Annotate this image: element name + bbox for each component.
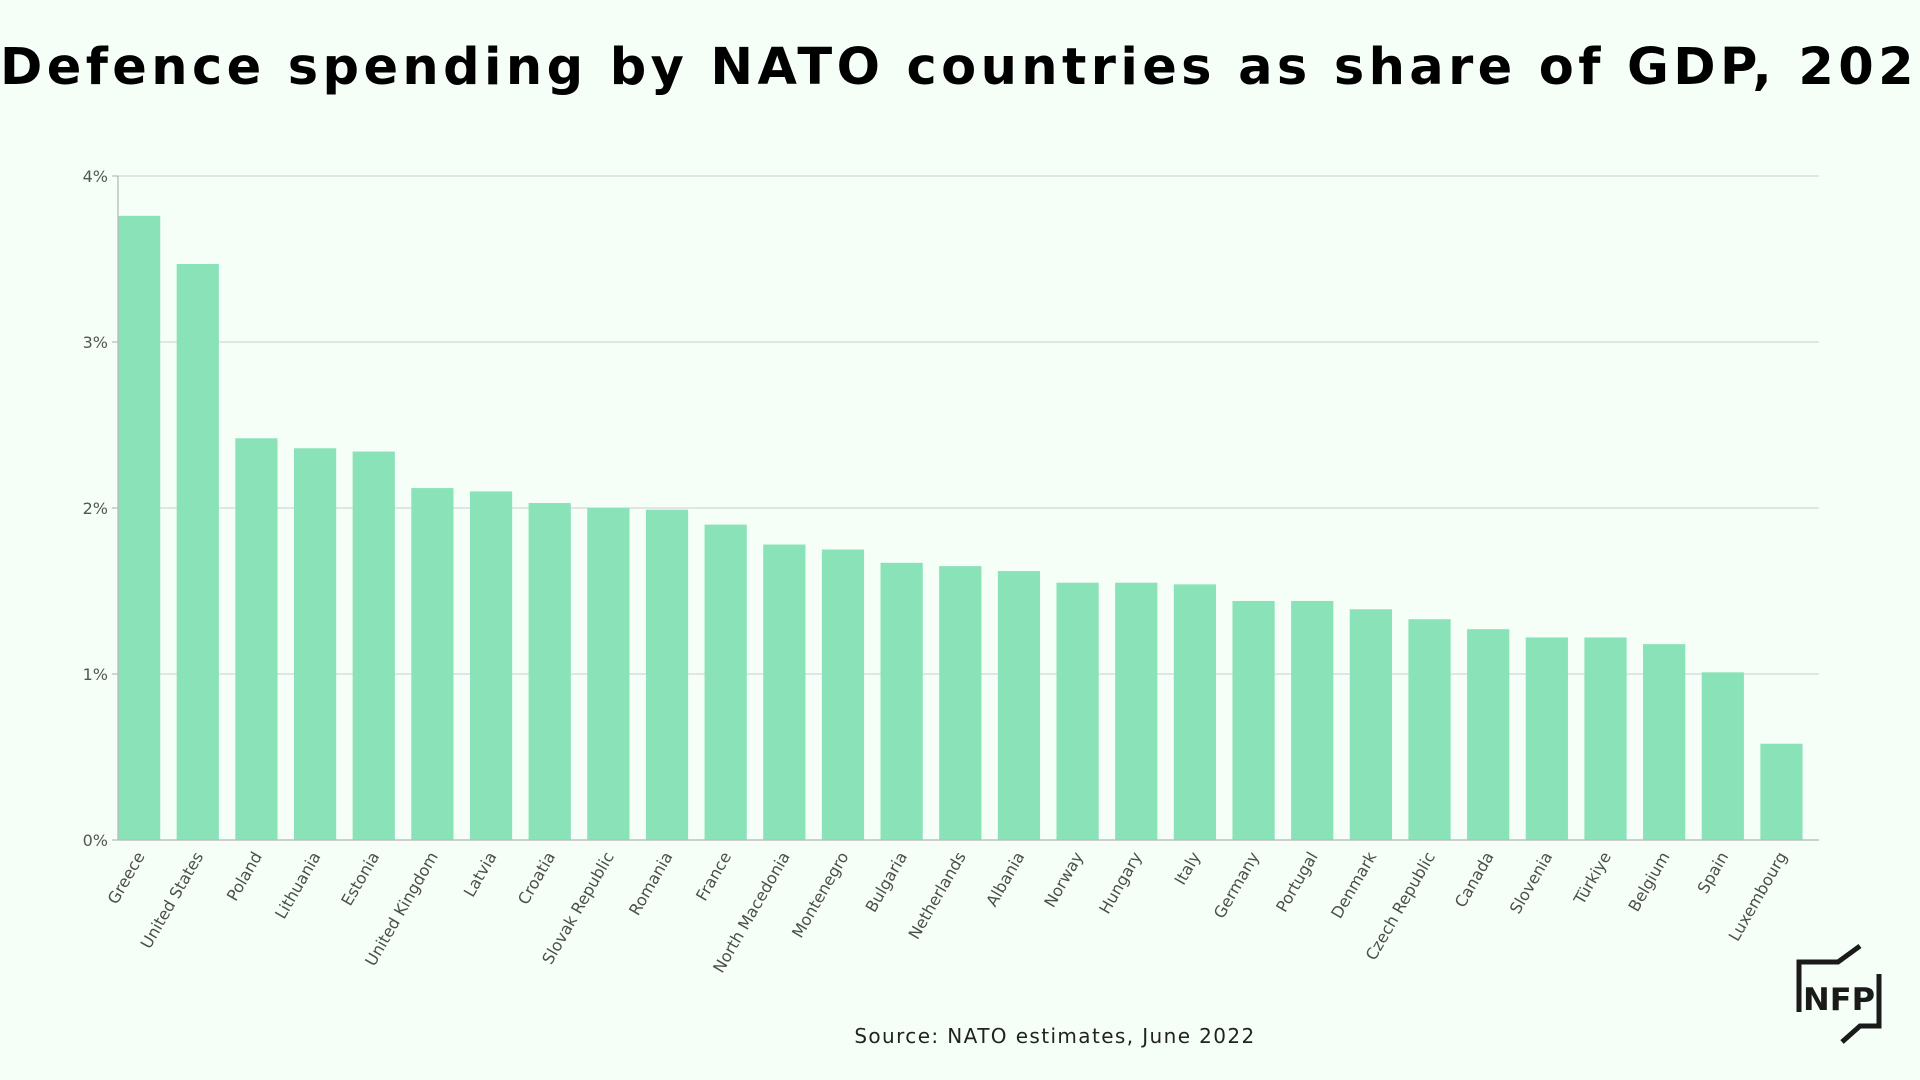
bar-bulgaria — [880, 562, 923, 840]
x-tick-label: Romania — [625, 849, 676, 919]
x-tick-label: Slovenia — [1506, 849, 1557, 917]
x-tick-label: United States — [137, 849, 208, 952]
bar-denmark — [1349, 609, 1392, 840]
x-tick-label: Italy — [1171, 849, 1205, 889]
x-tick-label: Canada — [1451, 849, 1498, 911]
bar-lithuania — [293, 448, 337, 840]
bars — [118, 215, 1803, 841]
bar-netherlands — [939, 566, 982, 840]
bar-czech-republic — [1408, 619, 1451, 840]
bar-luxembourg — [1760, 743, 1803, 840]
x-tick-label: Albania — [982, 849, 1028, 910]
x-tick-label: Croatia — [514, 849, 559, 908]
nfp-logo: NFP — [1796, 943, 1882, 1044]
x-tick-label: Norway — [1040, 849, 1087, 911]
bar-poland — [235, 438, 278, 840]
logo-frame-lower — [1840, 974, 1882, 1044]
x-tick-label: Denmark — [1327, 848, 1381, 922]
bar-türkiye — [1584, 637, 1627, 840]
x-tick-label: Luxembourg — [1725, 849, 1791, 945]
bar-albania — [997, 571, 1041, 840]
x-tick-label: Lithuania — [271, 849, 325, 923]
bar-estonia — [352, 451, 395, 840]
x-tick-label: Belgium — [1624, 849, 1673, 915]
x-tick-label: Greece — [104, 849, 149, 908]
bar-spain — [1701, 672, 1744, 840]
logo-frame — [1796, 943, 1862, 1012]
bar-belgium — [1643, 644, 1686, 840]
bar-france — [704, 524, 747, 840]
x-tick-label: Hungary — [1095, 849, 1146, 918]
chart-title: Defence spending by NATO countries as sh… — [0, 38, 1920, 97]
x-tick-label: Germany — [1210, 849, 1263, 922]
bar-italy — [1173, 584, 1217, 840]
x-tick-label: France — [692, 849, 735, 905]
bar-norway — [1056, 582, 1099, 840]
y-tick-label: 2% — [83, 499, 108, 518]
bar-slovak-republic — [587, 508, 630, 840]
bar-united-kingdom — [411, 488, 454, 840]
bar-romania — [645, 509, 689, 840]
x-tick-label: Bulgaria — [861, 849, 911, 916]
x-tick-label: Montenegro — [788, 849, 852, 942]
bar-north-macedonia — [763, 544, 806, 840]
x-tick-label: Latvia — [460, 849, 501, 901]
source-note: Source: NATO estimates, June 2022 — [854, 1024, 1256, 1048]
x-tick-label: Netherlands — [905, 849, 970, 943]
y-tick-label: 4% — [83, 167, 108, 186]
bar-hungary — [1115, 582, 1158, 840]
bar-greece — [118, 215, 161, 841]
bar-portugal — [1291, 600, 1334, 840]
x-tick-label: Spain — [1693, 849, 1732, 897]
y-axis-ticks: 0% 1% 2% 3% 4% — [83, 167, 118, 850]
x-tick-label: Türkiye — [1569, 849, 1615, 909]
bar-germany — [1232, 600, 1275, 840]
y-tick-label: 0% — [83, 831, 108, 850]
y-tick-label: 1% — [83, 665, 108, 684]
bar-united-states — [176, 263, 219, 841]
bar-latvia — [469, 491, 513, 840]
bar-canada — [1467, 629, 1510, 840]
x-tick-label: Estonia — [337, 849, 383, 910]
bar-croatia — [528, 503, 571, 840]
x-tick-label: Portugal — [1272, 849, 1322, 916]
bar-montenegro — [821, 549, 865, 840]
bar-slovenia — [1525, 637, 1568, 840]
y-tick-label: 3% — [83, 333, 108, 352]
logo-text: NFP — [1803, 982, 1875, 1018]
x-tick-label: Poland — [223, 849, 266, 905]
